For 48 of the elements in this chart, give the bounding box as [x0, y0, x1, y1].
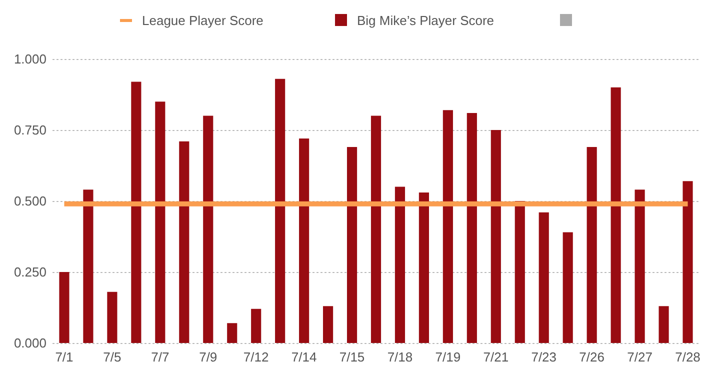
- bar: [179, 141, 190, 343]
- bar: [299, 138, 310, 343]
- x-tick-label: 7/18: [387, 350, 413, 364]
- bar: [155, 102, 166, 343]
- x-tick-label: 7/19: [435, 350, 461, 364]
- bar: [394, 186, 406, 343]
- x-tick-label: 7/12: [243, 350, 269, 364]
- bar: [466, 112, 477, 343]
- bar: [370, 116, 382, 343]
- bar: [682, 181, 693, 343]
- legend-label: Big Mike’s Player Score: [357, 12, 494, 28]
- bar: [586, 147, 597, 343]
- bar: [610, 87, 621, 343]
- bar: [658, 306, 669, 343]
- y-tick-label: 0.250: [14, 264, 46, 280]
- bar: [418, 192, 429, 343]
- bar: [346, 147, 358, 343]
- x-tick-label: 7/26: [579, 350, 604, 364]
- x-tick-label: 7/28: [675, 350, 700, 364]
- x-tick-label: 7/15: [339, 350, 365, 364]
- bar: [538, 212, 549, 343]
- y-tick-label: 0.000: [14, 336, 46, 350]
- bar: [490, 130, 501, 343]
- bar: [323, 306, 334, 343]
- x-tick-label: 7/23: [531, 350, 557, 364]
- x-tick-label: 7/21: [483, 350, 509, 364]
- bar: [83, 190, 94, 343]
- bar: [514, 201, 525, 343]
- x-tick-label: 7/5: [103, 350, 122, 364]
- x-tick-label: 7/14: [291, 350, 317, 364]
- x-tick-label: 7/9: [199, 350, 218, 364]
- x-tick-label: 7/27: [627, 350, 652, 364]
- bar: [227, 323, 238, 343]
- bar: [442, 110, 453, 343]
- x-tick-label: 7/7: [151, 350, 170, 364]
- bar: [131, 82, 142, 343]
- y-tick-label: 0.500: [14, 194, 46, 208]
- bar: [107, 292, 118, 343]
- bar: [251, 308, 262, 343]
- bar: [275, 78, 286, 343]
- bar: [203, 116, 214, 343]
- x-tick-label: 7/1: [55, 350, 74, 364]
- legend-label: League Player Score: [142, 12, 264, 28]
- y-tick-label: 0.750: [14, 122, 46, 138]
- bar: [562, 232, 573, 343]
- y-tick-label: 1.000: [14, 52, 46, 66]
- bar: [634, 190, 645, 343]
- bar: [59, 272, 70, 343]
